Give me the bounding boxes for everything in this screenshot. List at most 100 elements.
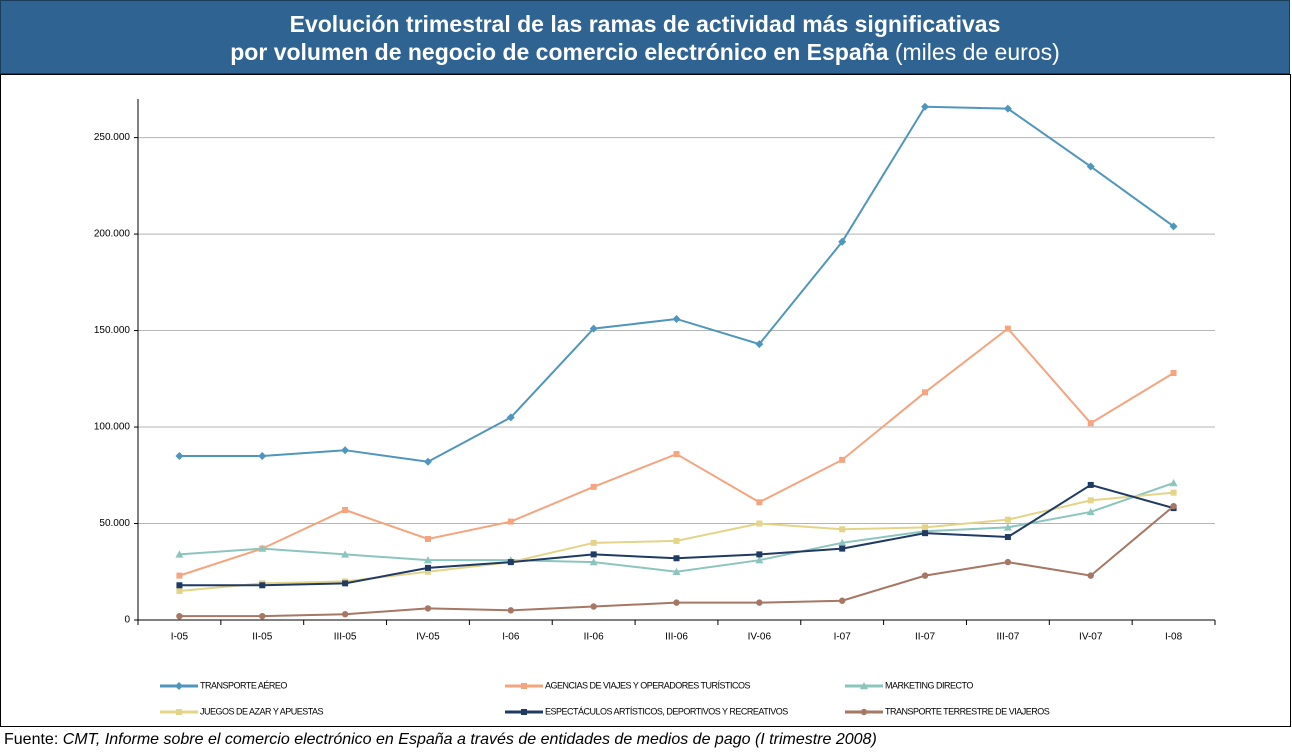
- marker: [673, 451, 680, 458]
- source-text: CMT, Informe sobre el comercio electróni…: [62, 731, 877, 748]
- marker: [424, 568, 431, 575]
- marker: [860, 682, 868, 690]
- marker: [838, 597, 846, 604]
- marker: [755, 556, 764, 564]
- marker: [589, 558, 598, 566]
- x-tick-label: IV-07: [1079, 632, 1103, 643]
- marker: [341, 446, 350, 455]
- marker: [673, 599, 680, 606]
- marker: [258, 544, 267, 552]
- marker: [1004, 534, 1011, 541]
- marker: [521, 709, 527, 715]
- marker: [922, 389, 929, 396]
- marker: [673, 537, 680, 544]
- marker: [590, 483, 597, 490]
- marker: [590, 551, 597, 558]
- x-tick-label: I-08: [1165, 632, 1183, 643]
- marker: [672, 314, 681, 323]
- x-tick-label: I-06: [502, 632, 520, 643]
- marker: [259, 582, 266, 589]
- legend-label: ESPECTÁCULOS ARTÍSTICOS, DEPORTIVOS Y RE…: [545, 706, 788, 716]
- marker: [506, 413, 515, 422]
- marker: [1170, 489, 1177, 496]
- marker: [1087, 497, 1094, 504]
- marker: [860, 708, 868, 716]
- y-tick-label: 100.000: [94, 422, 131, 433]
- marker: [341, 550, 350, 558]
- x-tick-label: III-05: [334, 632, 357, 643]
- series-line: [179, 105, 1175, 463]
- x-tick-label: II-06: [584, 632, 604, 643]
- y-tick-label: 250.000: [94, 132, 131, 143]
- marker: [1087, 420, 1094, 427]
- marker: [922, 530, 929, 537]
- y-tick-label: 150.000: [94, 325, 131, 336]
- marker: [521, 683, 527, 689]
- marker: [590, 603, 597, 610]
- marker: [176, 709, 182, 715]
- source: Fuente: CMT, Informe sobre el comercio e…: [0, 727, 1290, 753]
- marker: [1087, 572, 1094, 579]
- x-tick-label: III-07: [996, 632, 1019, 643]
- marker: [1003, 523, 1012, 531]
- title-line2: por volumen de negocio de comercio elect…: [230, 39, 889, 65]
- legend-label: MARKETING DIRECTO: [885, 680, 973, 690]
- legend-label: JUEGOS DE AZAR Y APUESTAS: [200, 706, 324, 716]
- marker: [1170, 370, 1177, 377]
- marker: [1003, 104, 1012, 113]
- marker: [1169, 478, 1178, 487]
- x-tick-label: III-06: [665, 632, 688, 643]
- marker: [176, 572, 183, 579]
- marker: [756, 551, 763, 558]
- marker: [839, 456, 846, 463]
- marker: [507, 607, 515, 614]
- marker: [756, 520, 763, 527]
- chart-border: [0, 74, 1291, 727]
- chart: 0 50.000 100.000 150.000 200.000 250.000 I-05 I…: [0, 74, 1291, 727]
- marker: [423, 556, 432, 564]
- marker: [176, 588, 183, 595]
- marker: [1086, 507, 1095, 516]
- marker: [1087, 481, 1094, 488]
- marker: [342, 580, 349, 587]
- marker: [342, 507, 349, 514]
- y-tick-label: 0: [124, 615, 130, 626]
- title-line1: Evolución trimestral de las ramas de act…: [289, 11, 1001, 37]
- marker: [756, 599, 763, 606]
- marker: [424, 564, 431, 571]
- marker: [423, 457, 432, 466]
- marker: [922, 524, 929, 531]
- marker: [259, 612, 266, 620]
- marker: [341, 611, 349, 618]
- marker: [838, 538, 847, 547]
- marker: [424, 605, 432, 612]
- y-tick-label: 200.000: [94, 229, 131, 240]
- marker: [839, 526, 846, 533]
- y-tick-label: 50.000: [99, 518, 130, 529]
- marker: [838, 237, 847, 246]
- marker: [839, 545, 846, 552]
- title-unit: (miles de euros): [894, 39, 1060, 65]
- marker: [921, 572, 929, 579]
- marker: [755, 340, 764, 349]
- marker: [921, 102, 930, 111]
- marker: [1004, 558, 1012, 566]
- x-tick-label: I-05: [171, 632, 189, 643]
- marker: [424, 535, 431, 542]
- marker: [673, 555, 680, 562]
- legend-label: AGENCIAS DE VIAJES Y OPERADORES TURÍSTIC…: [545, 680, 751, 690]
- marker: [175, 451, 184, 460]
- marker: [1169, 222, 1178, 231]
- marker: [756, 499, 763, 506]
- marker: [175, 682, 183, 690]
- marker: [507, 518, 514, 525]
- marker: [176, 612, 183, 620]
- x-tick-label: I-07: [834, 632, 852, 643]
- x-tick-label: IV-05: [416, 632, 440, 643]
- x-tick-label: II-07: [915, 632, 935, 643]
- marker: [176, 582, 183, 589]
- marker: [589, 324, 598, 333]
- marker: [1170, 502, 1177, 510]
- marker: [175, 550, 184, 558]
